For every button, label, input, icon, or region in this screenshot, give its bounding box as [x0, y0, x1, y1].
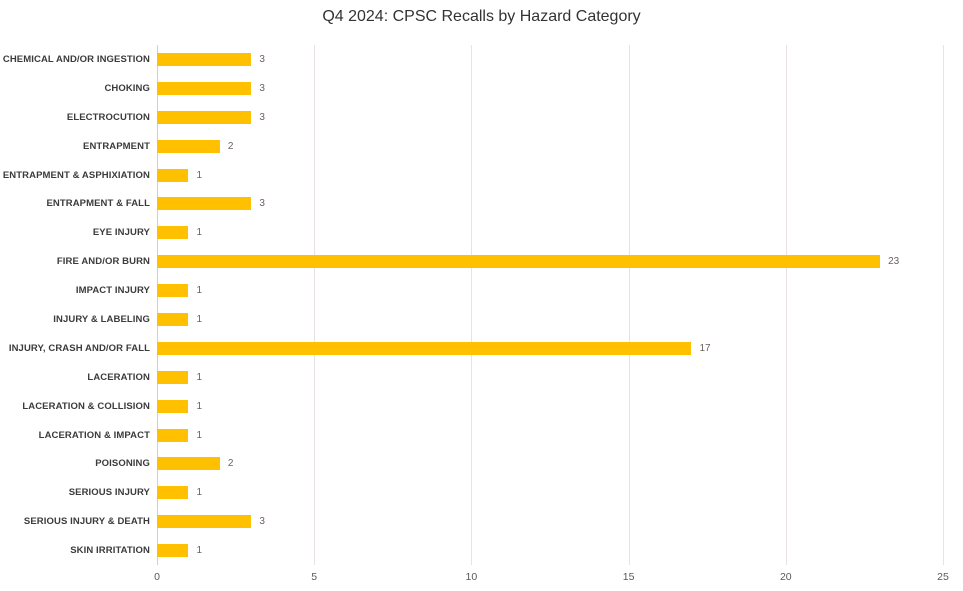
x-tick-label: 0 [154, 571, 160, 583]
bar-row: SERIOUS INJURY 1 [69, 478, 943, 507]
bar-row: LACERATION & IMPACT 1 [39, 421, 943, 450]
x-tick-label: 5 [311, 571, 318, 583]
gridline [471, 45, 473, 565]
bar-row: SKIN IRRITATION 1 [70, 536, 943, 565]
category-label: ENTRAPMENT [83, 140, 150, 152]
bar [157, 168, 189, 182]
bar [157, 428, 189, 442]
value-label: 3 [259, 53, 265, 65]
bar [157, 457, 220, 471]
plot-area: CHEMICAL AND/OR INGESTION 3 CHOKING 3 ELECTR… [3, 45, 949, 583]
bar [157, 81, 252, 95]
bar-row: LACERATION 1 [87, 363, 943, 392]
gridline [628, 45, 630, 565]
bar-row: ELECTROCUTION 3 [67, 103, 943, 132]
y-axis-line [157, 45, 158, 565]
x-tick-label: 15 [622, 571, 635, 583]
bar-row: IMPACT INJURY 1 [76, 276, 943, 305]
bar [157, 486, 189, 500]
bar [157, 197, 252, 211]
value-label: 1 [196, 227, 202, 239]
bar-row: POISONING 2 [95, 449, 943, 478]
bar [157, 226, 189, 240]
category-label: POISONING [95, 458, 150, 470]
category-label: IMPACT INJURY [75, 285, 150, 297]
chart-title: Q4 2024: CPSC Recalls by Hazard Category [322, 8, 641, 25]
bar [157, 284, 189, 298]
bar [157, 110, 252, 124]
value-label: 3 [259, 516, 265, 528]
value-label: 1 [196, 545, 202, 557]
category-label: LACERATION [87, 371, 150, 383]
value-label: 1 [196, 429, 202, 441]
gridline [785, 45, 787, 565]
bar-row: CHOKING 3 [104, 74, 943, 103]
x-tick-label: 20 [779, 571, 792, 583]
category-label: EYE INJURY [92, 227, 150, 239]
value-label: 3 [259, 82, 265, 94]
category-label: LACERATION & COLLISION [22, 400, 150, 412]
value-label: 1 [196, 169, 202, 181]
value-label: 3 [259, 111, 265, 123]
category-label: FIRE AND/OR BURN [56, 256, 150, 268]
x-axis: 0 5 10 15 20 25 [154, 571, 949, 585]
bar-row: SERIOUS INJURY & DEATH 3 [24, 507, 943, 536]
bar [157, 370, 189, 384]
bar-row: ENTRAPMENT & ASPHIXIATION 1 [3, 161, 943, 190]
bar-row: CHEMICAL AND/OR INGESTION 3 [3, 45, 943, 74]
value-label: 1 [196, 371, 202, 383]
value-label: 1 [196, 313, 202, 325]
bar [157, 341, 692, 355]
bar [157, 312, 189, 326]
bar-row: FIRE AND/OR BURN 23 [57, 247, 943, 276]
gridline [314, 45, 316, 565]
bar [157, 544, 189, 558]
value-label: 2 [227, 140, 234, 152]
x-tick-label: 25 [937, 571, 949, 583]
value-label: 17 [699, 342, 711, 354]
bar-row: LACERATION & COLLISION 1 [22, 392, 943, 421]
value-label: 1 [196, 285, 202, 297]
bar-row: ENTRAPMENT 2 [83, 132, 943, 161]
value-label: 2 [227, 458, 234, 470]
category-label: CHOKING [104, 82, 150, 94]
bar [157, 399, 189, 413]
category-label: LACERATION & IMPACT [38, 429, 150, 441]
value-label: 3 [259, 198, 265, 210]
category-label: ENTRAPMENT & ASPHIXIATION [2, 169, 150, 181]
category-label: INJURY & LABELING [53, 313, 150, 325]
bar-row: INJURY & LABELING 1 [53, 305, 943, 334]
gridline [943, 45, 944, 565]
category-label: SERIOUS INJURY [68, 487, 150, 499]
bar-rows: CHEMICAL AND/OR INGESTION 3 CHOKING 3 ELECTR… [3, 45, 943, 565]
value-label: 1 [196, 487, 202, 499]
bar [157, 515, 252, 529]
bar [157, 52, 252, 66]
category-label: SKIN IRRITATION [70, 545, 150, 557]
value-label: 23 [888, 256, 900, 268]
bar-row: INJURY, CRASH AND/OR FALL 17 [9, 334, 943, 363]
value-label: 1 [196, 400, 202, 412]
bar-row: ENTRAPMENT & FALL 3 [46, 189, 943, 218]
category-label: CHEMICAL AND/OR INGESTION [2, 53, 150, 65]
bar-row: EYE INJURY 1 [93, 218, 943, 247]
bar [157, 255, 881, 269]
category-label: ENTRAPMENT & FALL [46, 198, 150, 210]
category-label: INJURY, CRASH AND/OR FALL [8, 342, 150, 354]
x-tick-label: 10 [465, 571, 478, 583]
category-label: SERIOUS INJURY & DEATH [23, 516, 150, 528]
category-label: ELECTROCUTION [66, 111, 150, 123]
bar [157, 139, 220, 153]
